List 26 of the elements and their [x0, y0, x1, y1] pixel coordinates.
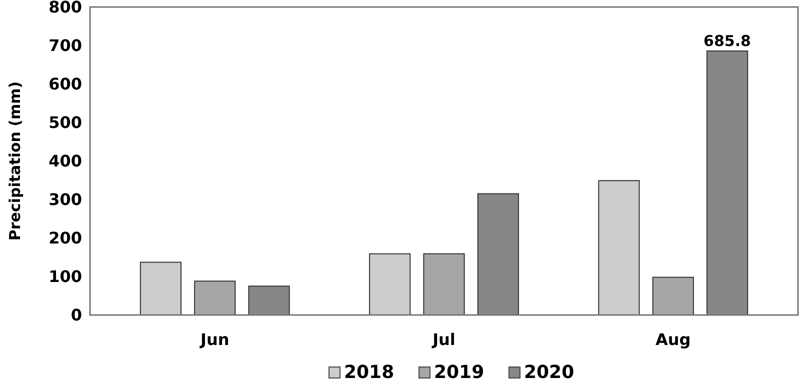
data-label: 685.8: [704, 32, 752, 50]
y-tick-label: 800: [48, 0, 82, 17]
x-tick-label: Aug: [656, 330, 691, 349]
y-tick-label: 100: [48, 267, 82, 286]
y-tick-label: 300: [48, 190, 82, 210]
y-tick-label: 600: [48, 74, 82, 94]
legend-label: 2020: [524, 362, 574, 383]
legend-label: 2018: [344, 362, 394, 383]
legend-label: 2019: [434, 362, 484, 383]
y-tick-label: 200: [48, 228, 82, 248]
y-tick-label: 700: [48, 36, 82, 56]
y-tick-label: 500: [48, 113, 82, 132]
y-tick-label: 0: [70, 306, 82, 325]
y-axis-title: Precipitation (mm): [6, 81, 24, 241]
bar: [248, 286, 290, 316]
bar: [423, 253, 465, 316]
bar: [598, 180, 640, 316]
bar: [194, 280, 236, 316]
bar: [369, 253, 411, 316]
bar: [652, 276, 694, 316]
x-tick-label: Jun: [200, 330, 230, 349]
x-tick-label: Jul: [432, 330, 456, 349]
y-tick-label: 400: [48, 152, 82, 171]
bar: [140, 262, 182, 316]
bar: [477, 193, 519, 316]
bar: [706, 50, 748, 316]
